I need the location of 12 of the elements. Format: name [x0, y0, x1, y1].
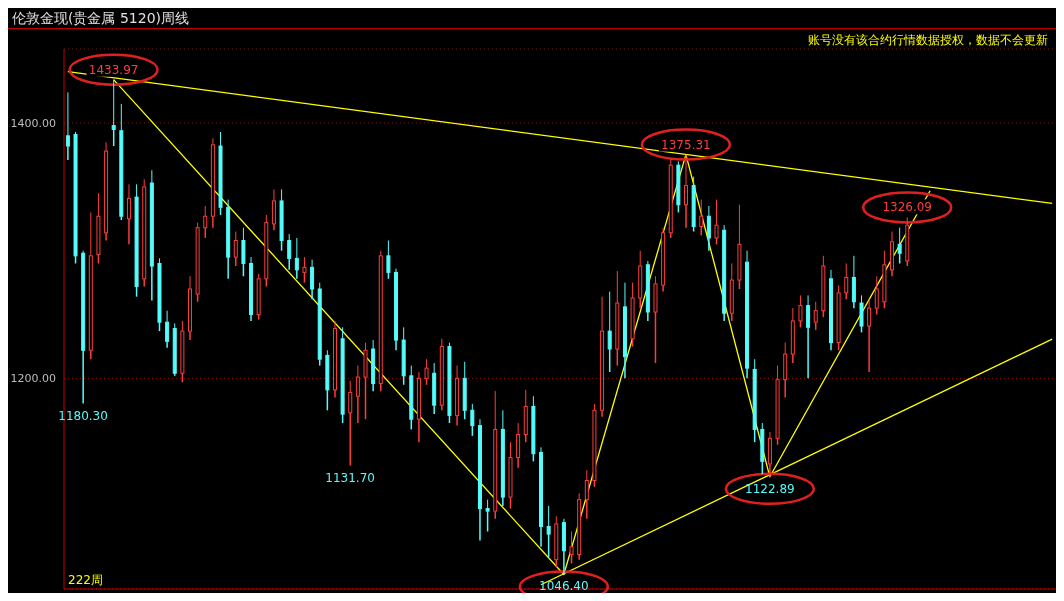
annotation: 1046.40: [539, 579, 589, 594]
annotation: 1131.70: [325, 470, 375, 485]
annotation: 1122.89: [745, 481, 795, 496]
y-tick-label: 1200.00: [10, 372, 56, 386]
annotation: 1326.09: [882, 200, 933, 215]
annotation: 222周: [68, 572, 103, 589]
annotation: 1433.97: [88, 62, 139, 77]
chart-title: 伦敦金现(贵金属 5120)周线: [8, 8, 1056, 29]
y-tick-label: 1400.00: [10, 116, 56, 130]
annotation: 1375.31: [661, 137, 711, 152]
text: 账号没有该合约行情数据授权，数据不会更新: [808, 32, 1048, 49]
annotation: 1180.30: [58, 408, 108, 423]
